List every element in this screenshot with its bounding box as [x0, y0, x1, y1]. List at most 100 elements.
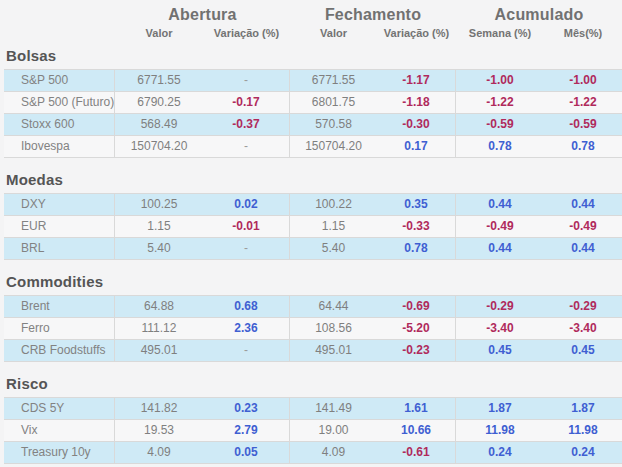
- cell-open-change: 0.68: [203, 296, 290, 317]
- cell-open-change: -: [203, 136, 290, 157]
- cell-close-change: 1.61: [377, 398, 456, 419]
- section-title: Bolsas: [6, 47, 622, 65]
- row-label: CRB Foodstuffs: [4, 340, 115, 361]
- cell-open-value: 141.82: [115, 398, 203, 419]
- table-row: Stoxx 600568.49-0.37570.58-0.30-0.59-0.5…: [4, 114, 622, 136]
- column-group-fechamento: Fechamento: [290, 5, 456, 25]
- row-label: EUR: [4, 216, 115, 237]
- row-label: Ibovespa: [4, 136, 115, 157]
- cell-month-change: -1.22: [544, 92, 622, 113]
- cell-week-change: -1.00: [456, 70, 544, 91]
- cell-month-change: -1.00: [544, 70, 622, 91]
- cell-week-change: -3.40: [456, 318, 544, 339]
- cell-open-value: 64.88: [115, 296, 203, 317]
- table-row: EUR1.15-0.011.15-0.33-0.49-0.49: [4, 216, 622, 238]
- cell-open-change: -0.01: [203, 216, 290, 237]
- cell-week-change: 0.45: [456, 340, 544, 361]
- cell-close-value: 19.00: [290, 420, 377, 441]
- table-row: BRL5.40-5.400.780.440.44: [4, 238, 622, 260]
- column-header-close-change: Variação (%): [377, 25, 456, 41]
- row-label: Brent: [4, 296, 115, 317]
- cell-open-change: 2.36: [203, 318, 290, 339]
- cell-month-change: 0.44: [544, 194, 622, 215]
- row-label: Treasury 10y: [4, 442, 115, 463]
- cell-open-change: -: [203, 238, 290, 259]
- column-header-week-change: Semana (%): [456, 25, 544, 41]
- column-header-close-value: Valor: [290, 25, 377, 41]
- section-table: S&P 5006771.55-6771.55-1.17-1.00-1.00S&P…: [4, 69, 622, 158]
- column-headers-row: Valor Variação (%) Valor Variação (%) Se…: [4, 25, 622, 41]
- cell-open-value: 100.25: [115, 194, 203, 215]
- row-label: Ferro: [4, 318, 115, 339]
- section-moedas: Moedas DXY100.250.02100.220.350.440.44EUR…: [0, 171, 622, 260]
- cell-close-value: 6771.55: [290, 70, 377, 91]
- market-dashboard: Abertura Fechamento Acumulado Valor Vari…: [0, 0, 622, 467]
- cell-open-change: 0.05: [203, 442, 290, 463]
- cell-close-value: 4.09: [290, 442, 377, 463]
- cell-close-change: -0.69: [377, 296, 456, 317]
- cell-open-change: 0.02: [203, 194, 290, 215]
- cell-close-change: 10.66: [377, 420, 456, 441]
- table-row: Vix19.532.7919.0010.6611.9811.98: [4, 420, 622, 442]
- section-bolsas: BolsasS&P 5006771.55-6771.55-1.17-1.00-1…: [0, 47, 622, 158]
- row-label: Vix: [4, 420, 115, 441]
- section-title: Commodities: [6, 273, 622, 291]
- cell-month-change: -0.49: [544, 216, 622, 237]
- cell-close-value: 64.44: [290, 296, 377, 317]
- cell-week-change: 0.44: [456, 194, 544, 215]
- cell-close-change: -1.17: [377, 70, 456, 91]
- cell-open-value: 111.12: [115, 318, 203, 339]
- table-row: DXY100.250.02100.220.350.440.44: [4, 194, 622, 216]
- cell-close-value: 5.40: [290, 238, 377, 259]
- cell-week-change: -0.29: [456, 296, 544, 317]
- cell-month-change: 0.44: [544, 238, 622, 259]
- cell-week-change: 0.78: [456, 136, 544, 157]
- section-risco: Risco CDS 5Y141.820.23141.491.611.871.87V…: [0, 375, 622, 464]
- cell-open-value: 495.01: [115, 340, 203, 361]
- section-table: CDS 5Y141.820.23141.491.611.871.87Vix 19.…: [4, 397, 622, 464]
- cell-close-value: 150704.20: [290, 136, 377, 157]
- row-label: CDS 5Y: [4, 398, 115, 419]
- cell-month-change: -0.29: [544, 296, 622, 317]
- cell-close-change: -1.18: [377, 92, 456, 113]
- cell-close-change: -5.20: [377, 318, 456, 339]
- row-label: BRL: [4, 238, 115, 259]
- cell-month-change: -0.59: [544, 114, 622, 135]
- column-group-acumulado: Acumulado: [456, 5, 622, 25]
- cell-month-change: 0.78: [544, 136, 622, 157]
- cell-week-change: 0.24: [456, 442, 544, 463]
- cell-open-change: 2.79: [203, 420, 290, 441]
- cell-close-change: 0.78: [377, 238, 456, 259]
- column-groups-row: Abertura Fechamento Acumulado: [4, 5, 622, 25]
- cell-week-change: -1.22: [456, 92, 544, 113]
- cell-month-change: -3.40: [544, 318, 622, 339]
- section-title: Moedas: [6, 171, 622, 189]
- cell-close-value: 108.56: [290, 318, 377, 339]
- cell-open-value: 1.15: [115, 216, 203, 237]
- cell-open-value: 150704.20: [115, 136, 203, 157]
- cell-close-change: 0.35: [377, 194, 456, 215]
- cell-week-change: -0.59: [456, 114, 544, 135]
- cell-open-change: -0.37: [203, 114, 290, 135]
- row-label: S&P 500: [4, 70, 115, 91]
- cell-open-change: -0.17: [203, 92, 290, 113]
- header-spacer: [4, 5, 115, 25]
- row-label: Stoxx 600: [4, 114, 115, 135]
- row-label: S&P 500 (Futuro): [4, 92, 115, 113]
- cell-week-change: -0.49: [456, 216, 544, 237]
- cell-month-change: 11.98: [544, 420, 622, 441]
- cell-open-value: 6790.25: [115, 92, 203, 113]
- section-title: Risco: [6, 375, 622, 393]
- cell-open-change: -: [203, 70, 290, 91]
- table-row: S&P 5006771.55-6771.55-1.17-1.00-1.00: [4, 70, 622, 92]
- column-group-abertura: Abertura: [115, 5, 290, 25]
- cell-open-change: -: [203, 340, 290, 361]
- table-row: CRB Foodstuffs495.01-495.01-0.230.450.45: [4, 340, 622, 362]
- cell-close-change: -0.30: [377, 114, 456, 135]
- cell-close-change: -0.23: [377, 340, 456, 361]
- cell-open-change: 0.23: [203, 398, 290, 419]
- cell-close-value: 100.22: [290, 194, 377, 215]
- table-row: S&P 500 (Futuro)6790.25-0.176801.75-1.18…: [4, 92, 622, 114]
- cell-month-change: 0.45: [544, 340, 622, 361]
- table-row: CDS 5Y141.820.23141.491.611.871.87: [4, 398, 622, 420]
